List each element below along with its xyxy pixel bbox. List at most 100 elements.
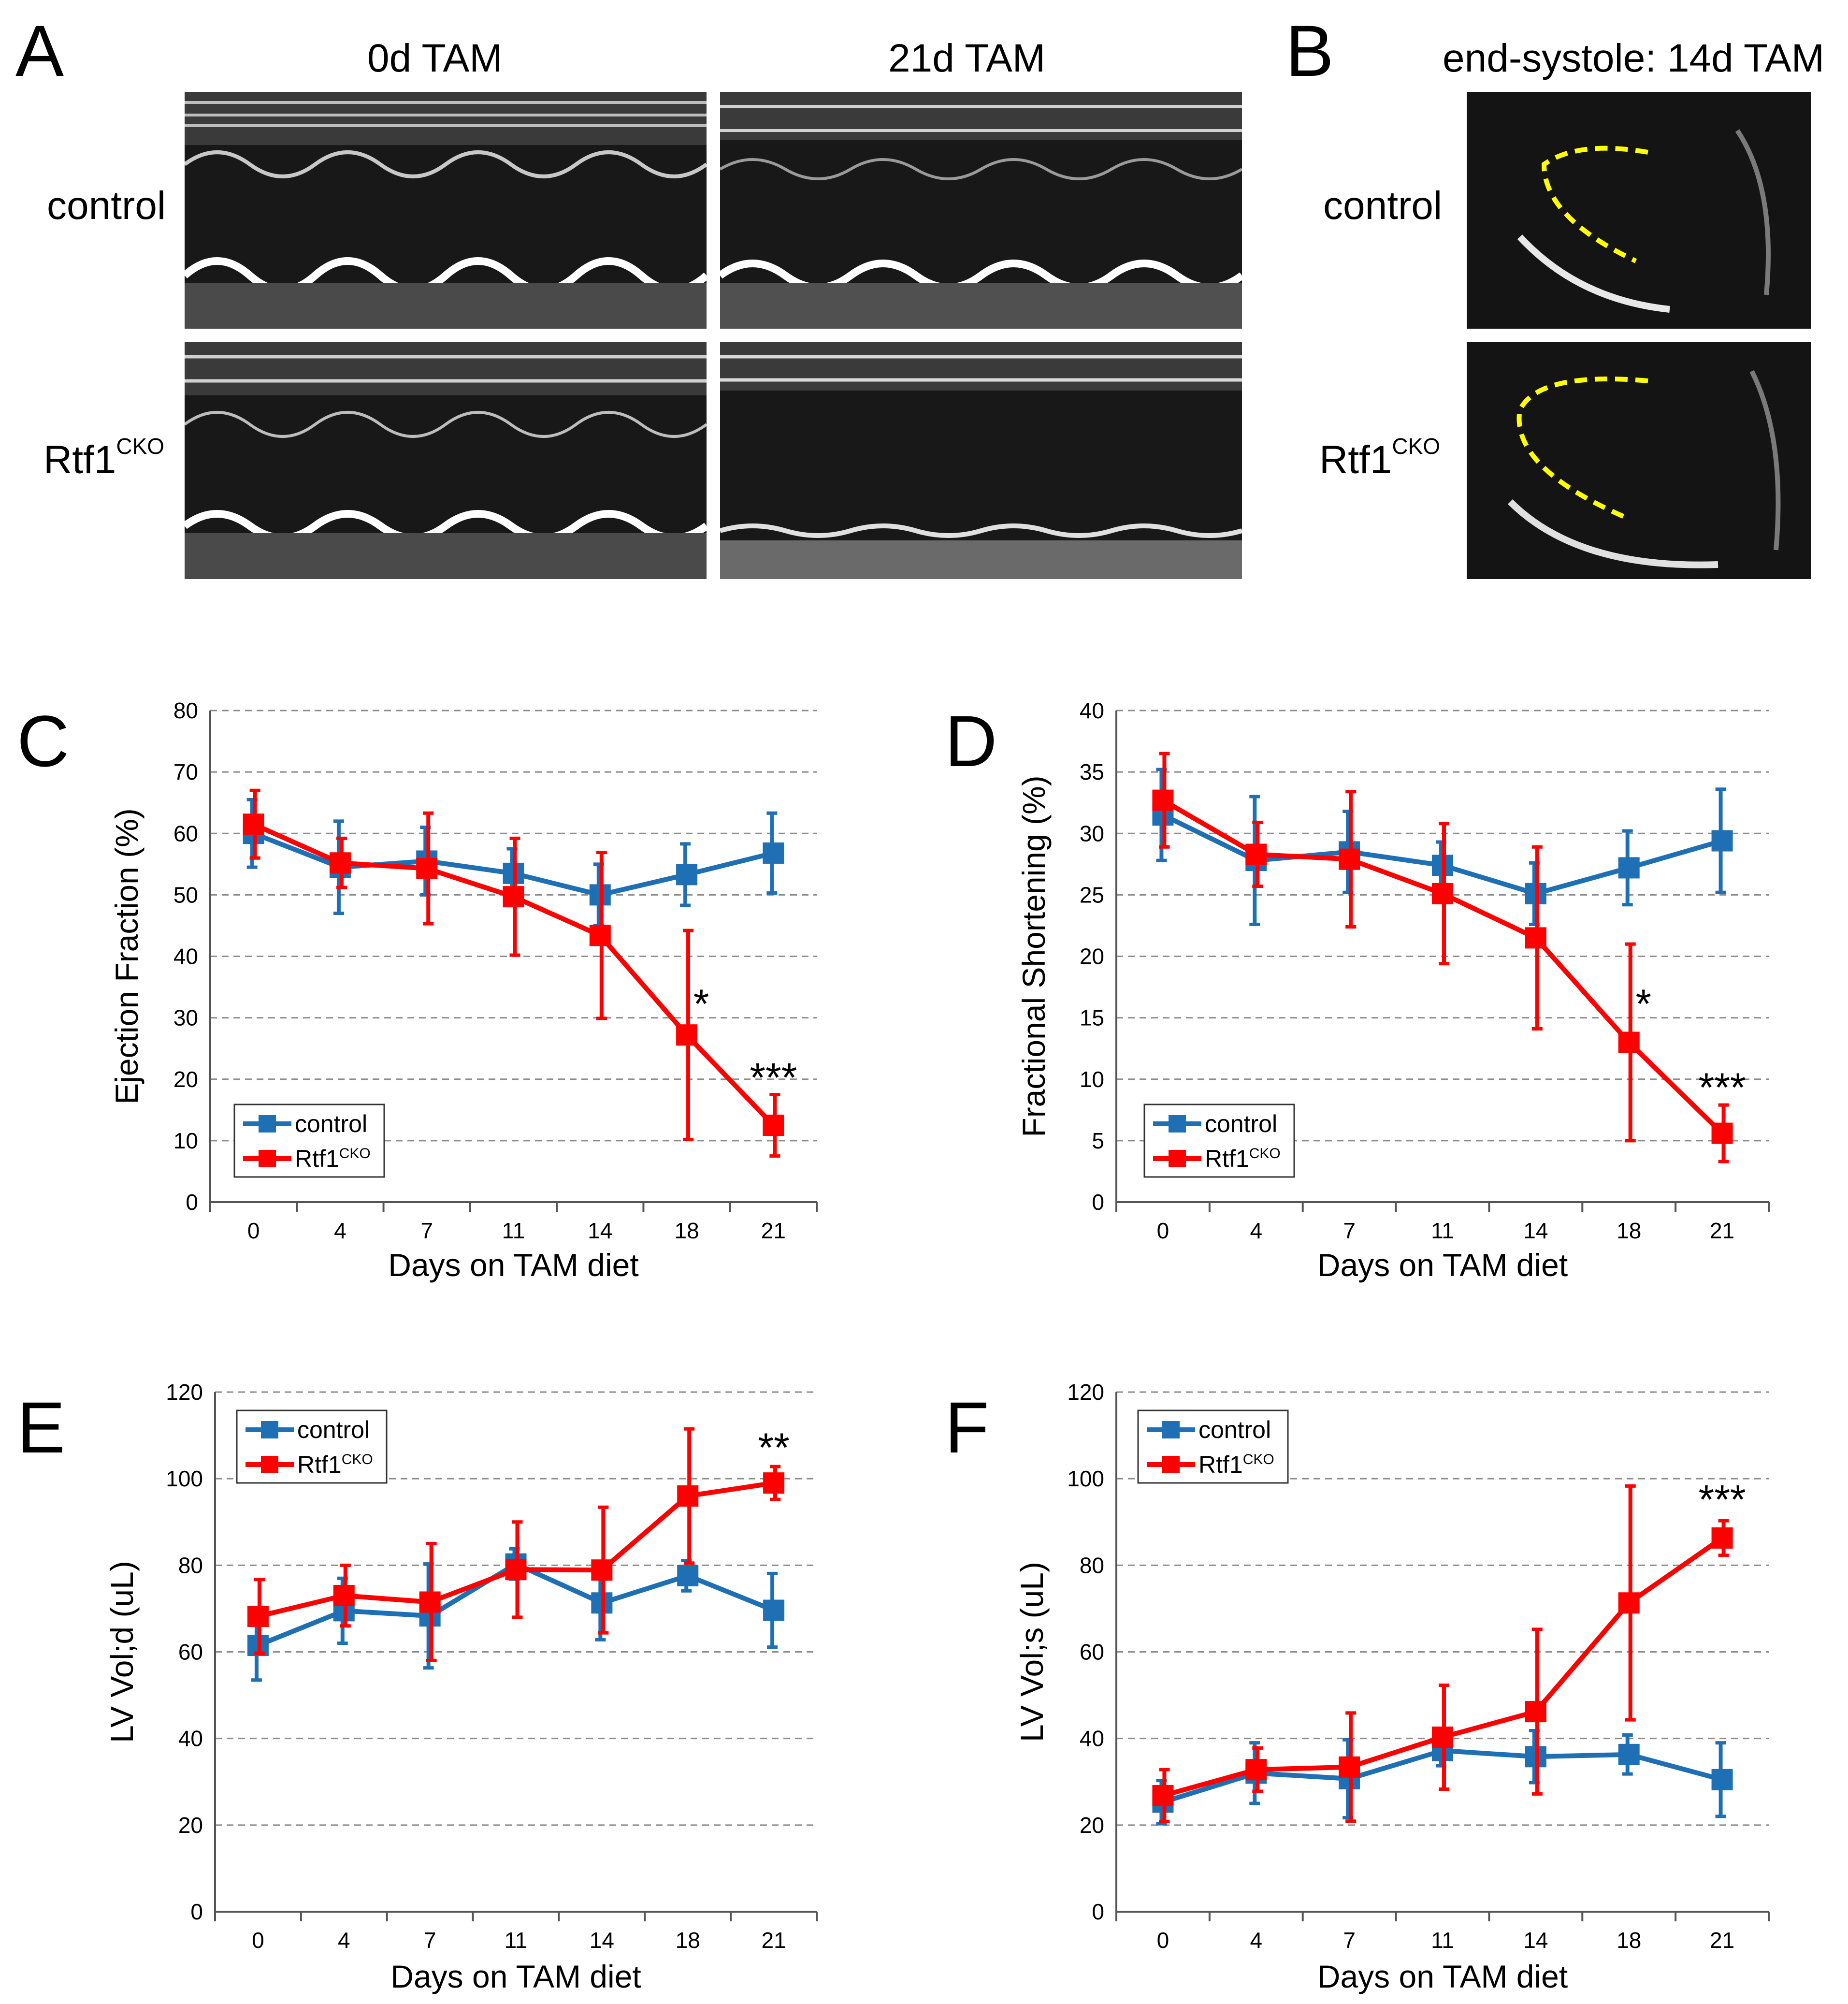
legend-label-sup: CKO (1243, 1452, 1274, 1467)
data-point (1618, 857, 1640, 879)
y-axis-label: Ejection Fraction (%) (109, 808, 144, 1104)
data-point (763, 1472, 785, 1494)
x-tick-label: 21 (1710, 1928, 1734, 1953)
y-tick-label: 60 (178, 1640, 203, 1665)
x-tick-label: 0 (252, 1928, 264, 1953)
data-point (763, 1115, 784, 1136)
legend-swatch-marker (1169, 1150, 1186, 1167)
legend-swatch-marker (259, 1115, 276, 1133)
data-point (763, 842, 784, 864)
legend-swatch-marker (261, 1456, 278, 1473)
x-tick-label: 4 (1250, 1928, 1262, 1953)
data-point (247, 1606, 269, 1627)
legend-label: Rtf1CKO (1205, 1145, 1281, 1172)
data-point (591, 1559, 613, 1581)
y-tick-label: 50 (173, 882, 198, 907)
data-point (677, 1565, 699, 1586)
y-tick-label: 70 (173, 759, 198, 784)
y-tick-label: 100 (1067, 1466, 1104, 1491)
series-rtf1 (1152, 752, 1733, 1163)
x-tick-label: 21 (1710, 1218, 1734, 1243)
data-point (676, 1024, 698, 1046)
significance-annotation: ** (758, 1424, 789, 1470)
mmode-image-control-0d (185, 92, 707, 329)
x-tick-label: 21 (761, 1928, 786, 1953)
x-tick-label: 0 (1157, 1928, 1169, 1953)
x-tick-label: 11 (1431, 1218, 1454, 1243)
y-tick-label: 20 (1080, 944, 1104, 969)
y-tick-label: 20 (178, 1813, 203, 1838)
data-point (1432, 1726, 1453, 1748)
x-tick-label: 7 (424, 1928, 436, 1953)
data-point (1711, 1769, 1733, 1790)
echo-view (1508, 370, 1781, 568)
x-tick-label: 18 (676, 1928, 700, 1953)
legend-label-sup: CKO (339, 1146, 371, 1162)
x-tick-label: 4 (338, 1928, 350, 1953)
mmode-image-control-21d (720, 92, 1242, 329)
panel-a-title-0d: 0d TAM (367, 36, 503, 80)
data-point (1245, 843, 1267, 865)
significance-annotation: *** (1699, 1477, 1746, 1522)
y-axis-label: Fractional Shortening (%) (1016, 775, 1052, 1137)
data-point (676, 864, 698, 886)
legend-label-sup: CKO (342, 1452, 373, 1467)
series-rtf1 (243, 788, 784, 1158)
row-label-text: Rtf1 (1319, 438, 1392, 482)
significance-annotation: * (1635, 981, 1651, 1027)
row-label-sup: CKO (116, 434, 165, 459)
x-tick-label: 7 (420, 1218, 433, 1243)
panel-b-row-label-control: control (1323, 186, 1442, 226)
panel-letter-b: B (1285, 10, 1334, 91)
echo-image-rtf1-14d (1467, 342, 1811, 579)
x-tick-label: 14 (1523, 1928, 1548, 1953)
y-tick-label: 60 (173, 821, 198, 846)
y-tick-label: 40 (1080, 1726, 1104, 1751)
x-tick-label: 14 (1523, 1218, 1548, 1243)
y-axis-label: LV Vol;d (uL) (104, 1561, 140, 1743)
data-point (243, 813, 264, 835)
data-point (1618, 1031, 1640, 1053)
data-point (1339, 848, 1360, 870)
y-tick-label: 60 (1080, 1640, 1104, 1665)
data-point (1525, 1701, 1546, 1723)
y-tick-label: 20 (1080, 1813, 1104, 1838)
y-tick-label: 10 (173, 1128, 198, 1153)
data-point (505, 1559, 527, 1581)
data-point (329, 852, 351, 874)
legend-label: control (297, 1416, 370, 1443)
legend-label: control (1205, 1110, 1277, 1137)
legend-label: control (295, 1110, 367, 1137)
x-tick-label: 0 (1157, 1218, 1169, 1243)
data-point (1711, 1122, 1733, 1144)
mmode-trace (720, 92, 1242, 329)
significance-annotation: * (693, 981, 709, 1027)
series-rtf1 (1152, 1484, 1733, 1824)
data-point (1432, 883, 1453, 904)
mmode-trace (720, 342, 1242, 579)
mmode-trace (185, 92, 707, 329)
mmode-image-rtf1-21d (720, 342, 1242, 579)
y-tick-label: 0 (1092, 1899, 1104, 1924)
panel-a-title-21d: 21d TAM (888, 36, 1046, 80)
legend-swatch-marker (259, 1150, 276, 1167)
series-rtf1 (247, 1427, 785, 1662)
significance-annotation: *** (1699, 1065, 1746, 1110)
x-tick-label: 18 (674, 1218, 699, 1243)
x-tick-label: 4 (1250, 1218, 1262, 1243)
x-tick-label: 0 (247, 1218, 260, 1243)
panel-a-row-label-rtf1: Rtf1CKO (43, 435, 164, 480)
row-label-sup: CKO (1392, 434, 1441, 459)
data-point (1618, 1592, 1640, 1614)
y-tick-label: 80 (1080, 1553, 1104, 1578)
x-tick-label: 14 (590, 1928, 614, 1953)
data-point (416, 857, 438, 879)
panel-letter-e: E (17, 1387, 65, 1468)
chart-f: F 0 20 40 60 80 100 120 0 4 7 11 14 18 21 Days on TAM d… (945, 1380, 1770, 1994)
y-tick-label: 35 (1080, 759, 1104, 784)
chart-d: D 0 5 10 15 20 25 30 35 40 0 4 7 11 14 18 21 Days on TAM … (945, 698, 1770, 1283)
legend-swatch-marker (1169, 1115, 1186, 1133)
y-tick-label: 0 (186, 1190, 198, 1215)
y-tick-label: 40 (178, 1726, 203, 1751)
